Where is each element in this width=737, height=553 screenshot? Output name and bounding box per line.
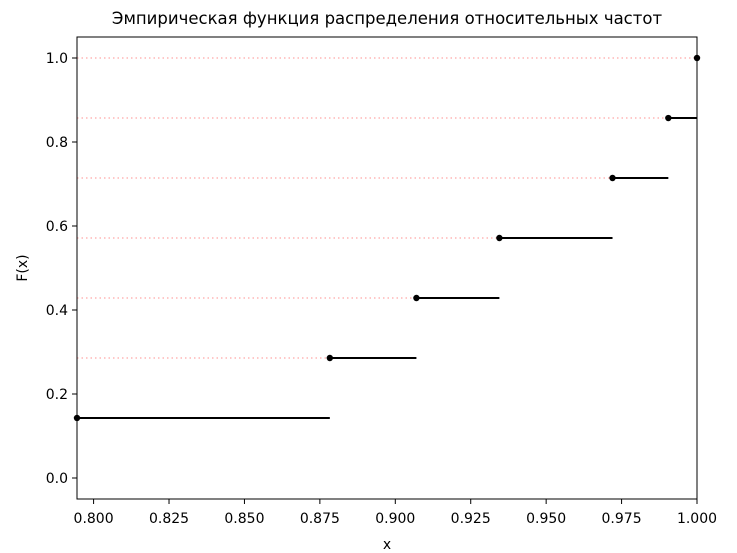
y-axis-ticks: 0.0 0.2 0.4 0.6 0.8 1.0 <box>46 51 77 487</box>
step-point <box>326 354 334 362</box>
chart-title: Эмпирическая функция распределения относ… <box>112 9 663 28</box>
step-point <box>665 114 672 122</box>
guide-lines <box>77 57 697 359</box>
x-axis-ticks: 0.800 0.825 0.850 0.875 0.900 0.925 0.950 0.975… <box>74 499 717 527</box>
x-tick-label: 0.825 <box>149 511 189 527</box>
y-tick-label: 0.8 <box>46 135 68 151</box>
step-point <box>413 294 420 302</box>
y-axis-label: F(x) <box>15 254 31 281</box>
step-points <box>73 54 701 422</box>
y-tick-label: 0.4 <box>46 303 68 319</box>
plot-frame <box>76 36 698 500</box>
y-tick-label: 0.0 <box>46 471 68 487</box>
x-tick-label: 0.850 <box>224 511 264 527</box>
y-tick-label: 1.0 <box>46 51 68 67</box>
x-tick-label: 0.875 <box>300 511 340 527</box>
step-point <box>609 174 616 182</box>
x-tick-label: 0.900 <box>375 511 415 527</box>
step-point <box>496 234 503 242</box>
x-tick-label: 0.925 <box>451 511 491 527</box>
step-segments <box>77 117 697 419</box>
y-tick-label: 0.2 <box>46 387 68 403</box>
x-tick-label: 1.000 <box>677 511 717 527</box>
x-tick-label: 0.800 <box>74 511 114 527</box>
x-axis-label: x <box>383 537 391 553</box>
x-tick-label: 0.975 <box>602 511 642 527</box>
y-tick-label: 0.6 <box>46 219 68 235</box>
x-tick-label: 0.950 <box>526 511 566 527</box>
